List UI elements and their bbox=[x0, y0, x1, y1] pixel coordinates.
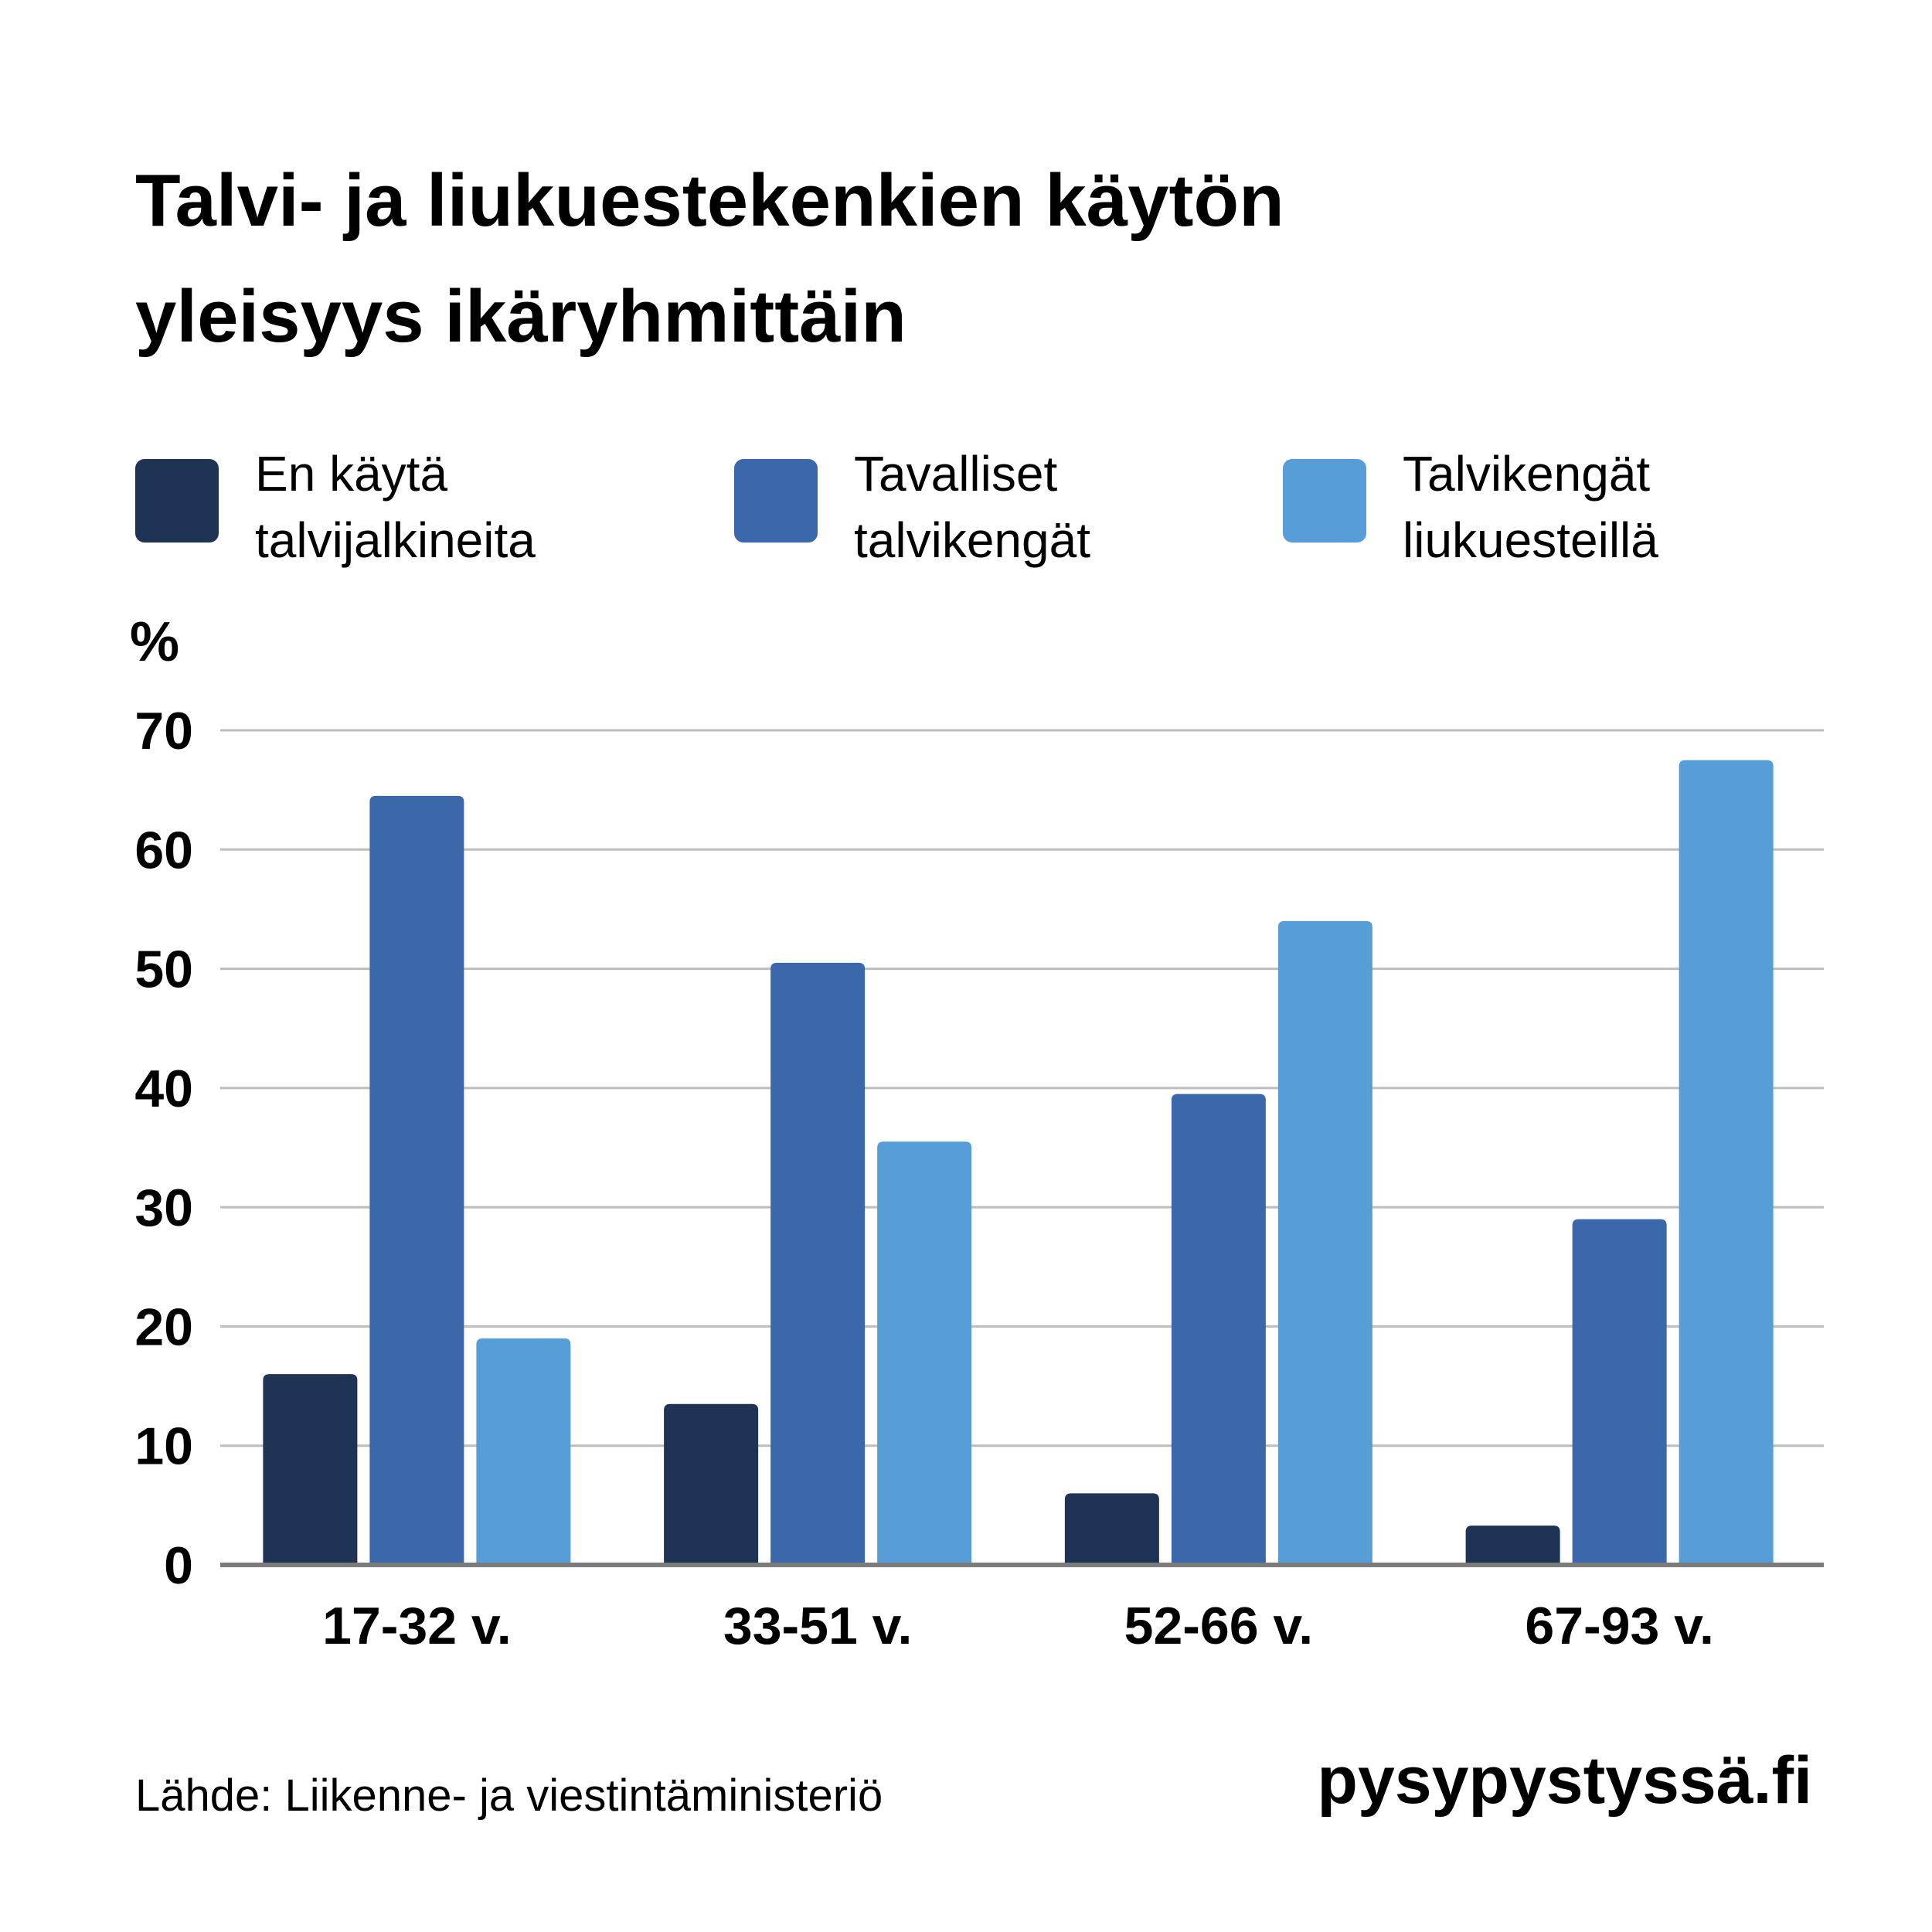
legend-label-line-1: Tavalliset bbox=[854, 446, 1058, 502]
legend-swatch bbox=[135, 459, 219, 543]
legend-label-line-1: En käytä bbox=[255, 446, 448, 502]
bar bbox=[1679, 760, 1774, 1565]
bar bbox=[476, 1338, 571, 1565]
bar bbox=[263, 1374, 358, 1565]
legend-label-line-1: Talvikengät bbox=[1403, 446, 1651, 502]
bar bbox=[1465, 1526, 1560, 1565]
bar bbox=[1572, 1219, 1667, 1565]
legend-label: En käytä talvijalkineita bbox=[255, 440, 536, 573]
y-tick-label: 0 bbox=[164, 1536, 193, 1595]
legend-label-line-2: liukuesteillä bbox=[1403, 512, 1658, 568]
bar bbox=[1171, 1094, 1266, 1565]
chart-title: Talvi- ja liukuestekenkien käytön yleisy… bbox=[135, 143, 1758, 375]
y-tick-label: 20 bbox=[134, 1298, 193, 1356]
y-tick-label: 50 bbox=[134, 940, 193, 999]
x-tick-label: 52-66 v. bbox=[1124, 1597, 1313, 1655]
bar bbox=[770, 962, 866, 1565]
source-note: Lähde: Liikenne- ja viestintäministeriö bbox=[135, 1770, 883, 1821]
chart-title-line-2: yleisyys ikäryhmittäin bbox=[135, 275, 906, 358]
bar bbox=[369, 795, 464, 1565]
legend-label: Tavalliset talvikengät bbox=[854, 440, 1090, 573]
bar bbox=[877, 1141, 972, 1565]
legend-swatch bbox=[1283, 459, 1366, 543]
bar bbox=[664, 1403, 759, 1565]
legend-label-line-2: talvijalkineita bbox=[255, 512, 536, 568]
legend-swatch bbox=[734, 459, 818, 543]
y-tick-label: 60 bbox=[134, 821, 193, 879]
x-tick-label: 67-93 v. bbox=[1525, 1597, 1713, 1655]
y-axis-label: % bbox=[130, 611, 180, 673]
brand-logo-text: pysypystyssä.fi bbox=[1317, 1743, 1812, 1818]
y-tick-label: 10 bbox=[134, 1417, 193, 1476]
x-tick-label: 33-51 v. bbox=[723, 1597, 912, 1655]
bar bbox=[1064, 1493, 1159, 1565]
x-tick-label: 17-32 v. bbox=[322, 1597, 511, 1655]
y-tick-label: 70 bbox=[134, 702, 193, 760]
legend-label-line-2: talvikengät bbox=[854, 512, 1090, 568]
y-tick-label: 40 bbox=[134, 1060, 193, 1118]
bar bbox=[1277, 920, 1372, 1565]
chart-title-line-1: Talvi- ja liukuestekenkien käytön bbox=[135, 159, 1284, 242]
y-tick-label: 30 bbox=[134, 1179, 193, 1237]
legend-label: Talvikengät liukuesteillä bbox=[1403, 440, 1658, 573]
